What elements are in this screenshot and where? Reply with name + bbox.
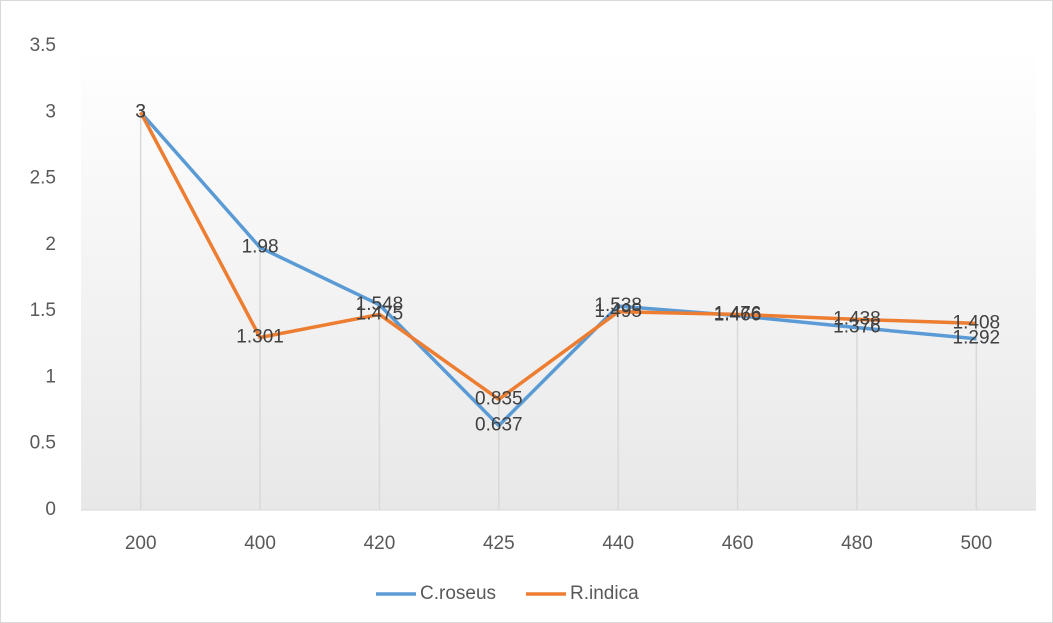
x-tick-label: 500 xyxy=(960,533,992,554)
x-tick-label: 200 xyxy=(125,533,157,554)
series-line xyxy=(139,111,977,402)
data-label: 1.495 xyxy=(594,301,642,322)
data-label: 1.466 xyxy=(714,305,762,326)
data-label: 0.637 xyxy=(475,415,523,436)
y-tick-label: 1 xyxy=(45,366,56,387)
y-tick-label: 0.5 xyxy=(30,433,56,454)
plot-area xyxy=(81,46,1036,510)
x-tick-label: 425 xyxy=(483,533,515,554)
data-label: 1.538 xyxy=(594,295,642,316)
x-tick-label: 460 xyxy=(722,533,754,554)
y-tick-label: 2.5 xyxy=(30,168,56,189)
data-label: 1.292 xyxy=(953,328,1001,349)
x-tick-label: 440 xyxy=(602,533,634,554)
data-label: 0.835 xyxy=(475,388,523,409)
y-tick-label: 3.5 xyxy=(30,35,56,56)
legend-label: C.roseus xyxy=(420,583,496,604)
x-tick-label: 420 xyxy=(364,533,396,554)
y-tick-label: 3 xyxy=(45,101,56,122)
data-label: 1.475 xyxy=(356,303,404,324)
data-label: 1.548 xyxy=(356,294,404,315)
data-label: 1.98 xyxy=(242,237,279,258)
data-label: 3 xyxy=(135,101,146,122)
data-label: 1.408 xyxy=(953,312,1001,333)
data-label: 1.476 xyxy=(714,303,762,324)
data-label: 1.301 xyxy=(236,327,284,348)
x-tick-label: 480 xyxy=(841,533,873,554)
series-line xyxy=(139,111,977,428)
y-tick-label: 1.5 xyxy=(30,300,56,321)
y-tick-label: 0 xyxy=(45,499,56,520)
data-label: 1.438 xyxy=(833,308,881,329)
legend-label: R.indica xyxy=(570,583,639,604)
data-label: 3 xyxy=(135,101,146,122)
data-label: 1.376 xyxy=(833,317,881,338)
y-tick-label: 2 xyxy=(45,234,56,255)
x-tick-label: 400 xyxy=(244,533,276,554)
